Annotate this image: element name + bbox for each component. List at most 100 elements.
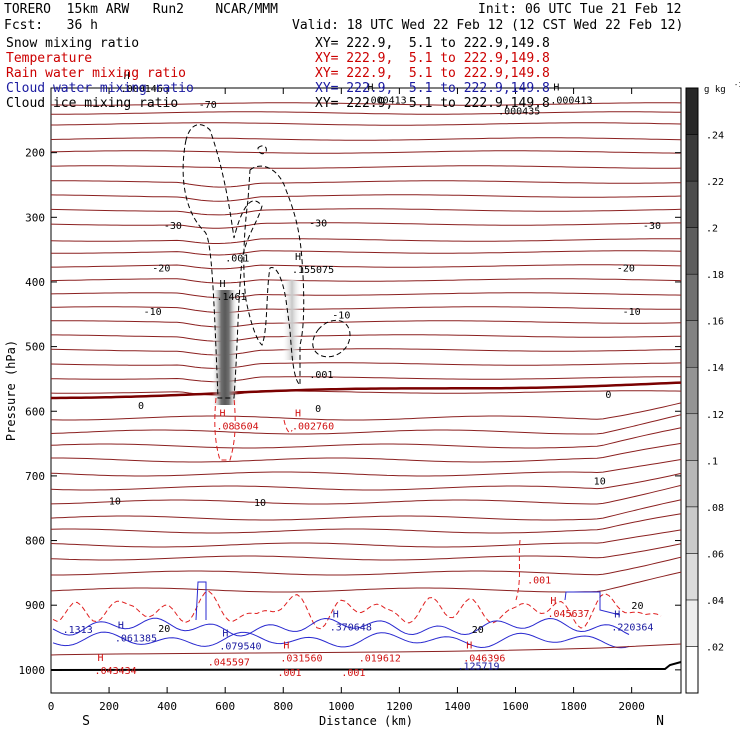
isotherm bbox=[50, 529, 682, 548]
colorbar-step bbox=[685, 553, 699, 601]
isotherm-label: 20 bbox=[158, 624, 170, 635]
x-tick-label: 0 bbox=[48, 700, 55, 713]
colorbar-step bbox=[685, 273, 699, 321]
snow-maximum-label: .1461 bbox=[216, 292, 246, 303]
isotherm bbox=[51, 122, 682, 126]
field-snow-xy: XY= 222.9, 5.1 to 222.9,149.8 bbox=[315, 36, 550, 51]
isotherm bbox=[51, 264, 682, 270]
isotherm-label: 0 bbox=[138, 401, 144, 412]
colorbar-label: .1 bbox=[706, 456, 718, 467]
cloud-water-contours bbox=[52, 581, 630, 649]
colorbar-label: .12 bbox=[706, 410, 724, 421]
colorbar-step bbox=[685, 320, 699, 368]
fcst-line: Fcst: 36 h bbox=[4, 18, 98, 33]
contour-labels: -70 -30 -30 -30 -20 -20 -10 -10 -10 0 0 0 10 10 10 20 20… bbox=[63, 71, 661, 679]
isotherm bbox=[50, 414, 682, 435]
south-label: S bbox=[82, 714, 90, 729]
field-rain-xy: XY= 222.9, 5.1 to 222.9,149.8 bbox=[315, 66, 550, 81]
colorbar-step bbox=[685, 227, 699, 275]
rain-maximum-label: .043434 bbox=[95, 666, 137, 677]
y-tick-label: 500 bbox=[25, 341, 45, 354]
y-tick-label: 300 bbox=[25, 211, 45, 224]
rain-maximum-label: .001 bbox=[341, 668, 365, 679]
isotherm-label: 0 bbox=[315, 404, 321, 415]
maximum-marker: H bbox=[550, 596, 556, 607]
valid-line: Valid: 18 UTC Wed 22 Feb 12 (12 CST Wed … bbox=[292, 18, 684, 33]
isotherm bbox=[51, 165, 682, 169]
cloud-water-contour bbox=[52, 617, 630, 637]
field-temp-name: Temperature bbox=[6, 51, 93, 66]
cloud_water-maximum-label: .125719 bbox=[457, 661, 499, 672]
snow-contours bbox=[182, 124, 351, 399]
field-cloudwater-xy: XY= 222.9, 5.1 to 222.9,149.8 bbox=[315, 81, 550, 96]
maximum-marker: H bbox=[219, 408, 225, 419]
cloud_water-maximum-label: .1313 bbox=[63, 625, 93, 636]
maximum-marker: H bbox=[368, 83, 374, 94]
y-tick-label: 800 bbox=[25, 535, 45, 548]
field-cloudwater-name: Cloud water mixing ratio bbox=[6, 81, 194, 96]
isotherm-label: -20 bbox=[152, 264, 170, 275]
isotherm bbox=[50, 499, 682, 521]
isotherm bbox=[50, 208, 682, 216]
isotherm bbox=[50, 150, 681, 154]
isotherm bbox=[50, 472, 682, 491]
isotherm-label: -10 bbox=[144, 307, 162, 318]
rain-maximum-label: .002760 bbox=[292, 421, 334, 432]
isotherm-label: 0 bbox=[605, 390, 611, 401]
isotherm bbox=[50, 402, 682, 421]
x-tick-label: 1000 bbox=[328, 700, 355, 713]
y-axis-title: Pressure (hPa) bbox=[4, 340, 18, 441]
isotherm bbox=[50, 222, 681, 229]
field-cloudice-xy: XY= 222.9, 5.1 to 222.9,149.8 bbox=[315, 96, 550, 111]
isotherm bbox=[51, 111, 682, 115]
colorbar-label: .02 bbox=[706, 642, 724, 653]
y-tick-label: 700 bbox=[25, 470, 45, 483]
isotherm bbox=[50, 390, 682, 396]
snow-maximum-label: .001 bbox=[309, 370, 333, 381]
colorbar-step bbox=[685, 87, 699, 135]
snow-maximum-label: .001 bbox=[225, 253, 249, 264]
isotherm bbox=[50, 362, 682, 369]
y-tick-label: 400 bbox=[25, 276, 45, 289]
colorbar-label: .2 bbox=[706, 224, 718, 235]
isotherm bbox=[51, 306, 681, 313]
y-tick-label: 900 bbox=[25, 599, 45, 612]
isotherm bbox=[51, 442, 682, 463]
isotherm bbox=[50, 543, 682, 561]
ground-line bbox=[50, 643, 682, 671]
cloud_water-maximum-label: .079540 bbox=[219, 641, 261, 652]
maximum-marker: H bbox=[614, 610, 620, 621]
cloud_water-maximum-label: .370648 bbox=[330, 623, 372, 634]
isotherm bbox=[50, 348, 682, 356]
rain-contour bbox=[283, 419, 293, 433]
isotherm-label: -30 bbox=[309, 218, 327, 229]
field-cloudice-name: Cloud ice mixing ratio bbox=[6, 96, 179, 111]
isotherm-label: 10 bbox=[594, 476, 606, 487]
rain-contour bbox=[52, 590, 662, 630]
isotherm bbox=[51, 556, 682, 576]
snow-contour bbox=[312, 320, 351, 358]
colorbar: .02 .04 .06 .08 .1 .12 .14 .16 .18 .2 .22 .24 g kg -1 bbox=[685, 81, 740, 694]
isotherm bbox=[50, 102, 682, 106]
maximum-marker: H bbox=[98, 653, 104, 664]
rain-contour bbox=[214, 397, 236, 461]
maximum-marker: H bbox=[222, 628, 228, 639]
maximum-marker: H bbox=[219, 279, 225, 290]
isotherm-label: 10 bbox=[109, 496, 121, 507]
isotherm bbox=[50, 238, 681, 244]
colorbar-label: .24 bbox=[706, 131, 724, 142]
isotherm-label: -20 bbox=[617, 264, 635, 275]
colorbar-label: .18 bbox=[706, 270, 724, 281]
isotherm bbox=[50, 278, 682, 284]
cloud_ice-maximum-label: .000435 bbox=[498, 107, 540, 118]
isotherm bbox=[50, 376, 681, 383]
x-tick-label: 1400 bbox=[444, 700, 471, 713]
north-label: N bbox=[656, 714, 664, 729]
cloud-water-contour bbox=[52, 631, 630, 649]
isotherm bbox=[50, 292, 682, 299]
isotherm-zero bbox=[51, 381, 682, 400]
rain-maximum-label: .031560 bbox=[280, 654, 322, 665]
y-tick-label: 200 bbox=[25, 147, 45, 160]
maximum-marker: H bbox=[124, 71, 130, 82]
isotherm bbox=[50, 194, 682, 202]
